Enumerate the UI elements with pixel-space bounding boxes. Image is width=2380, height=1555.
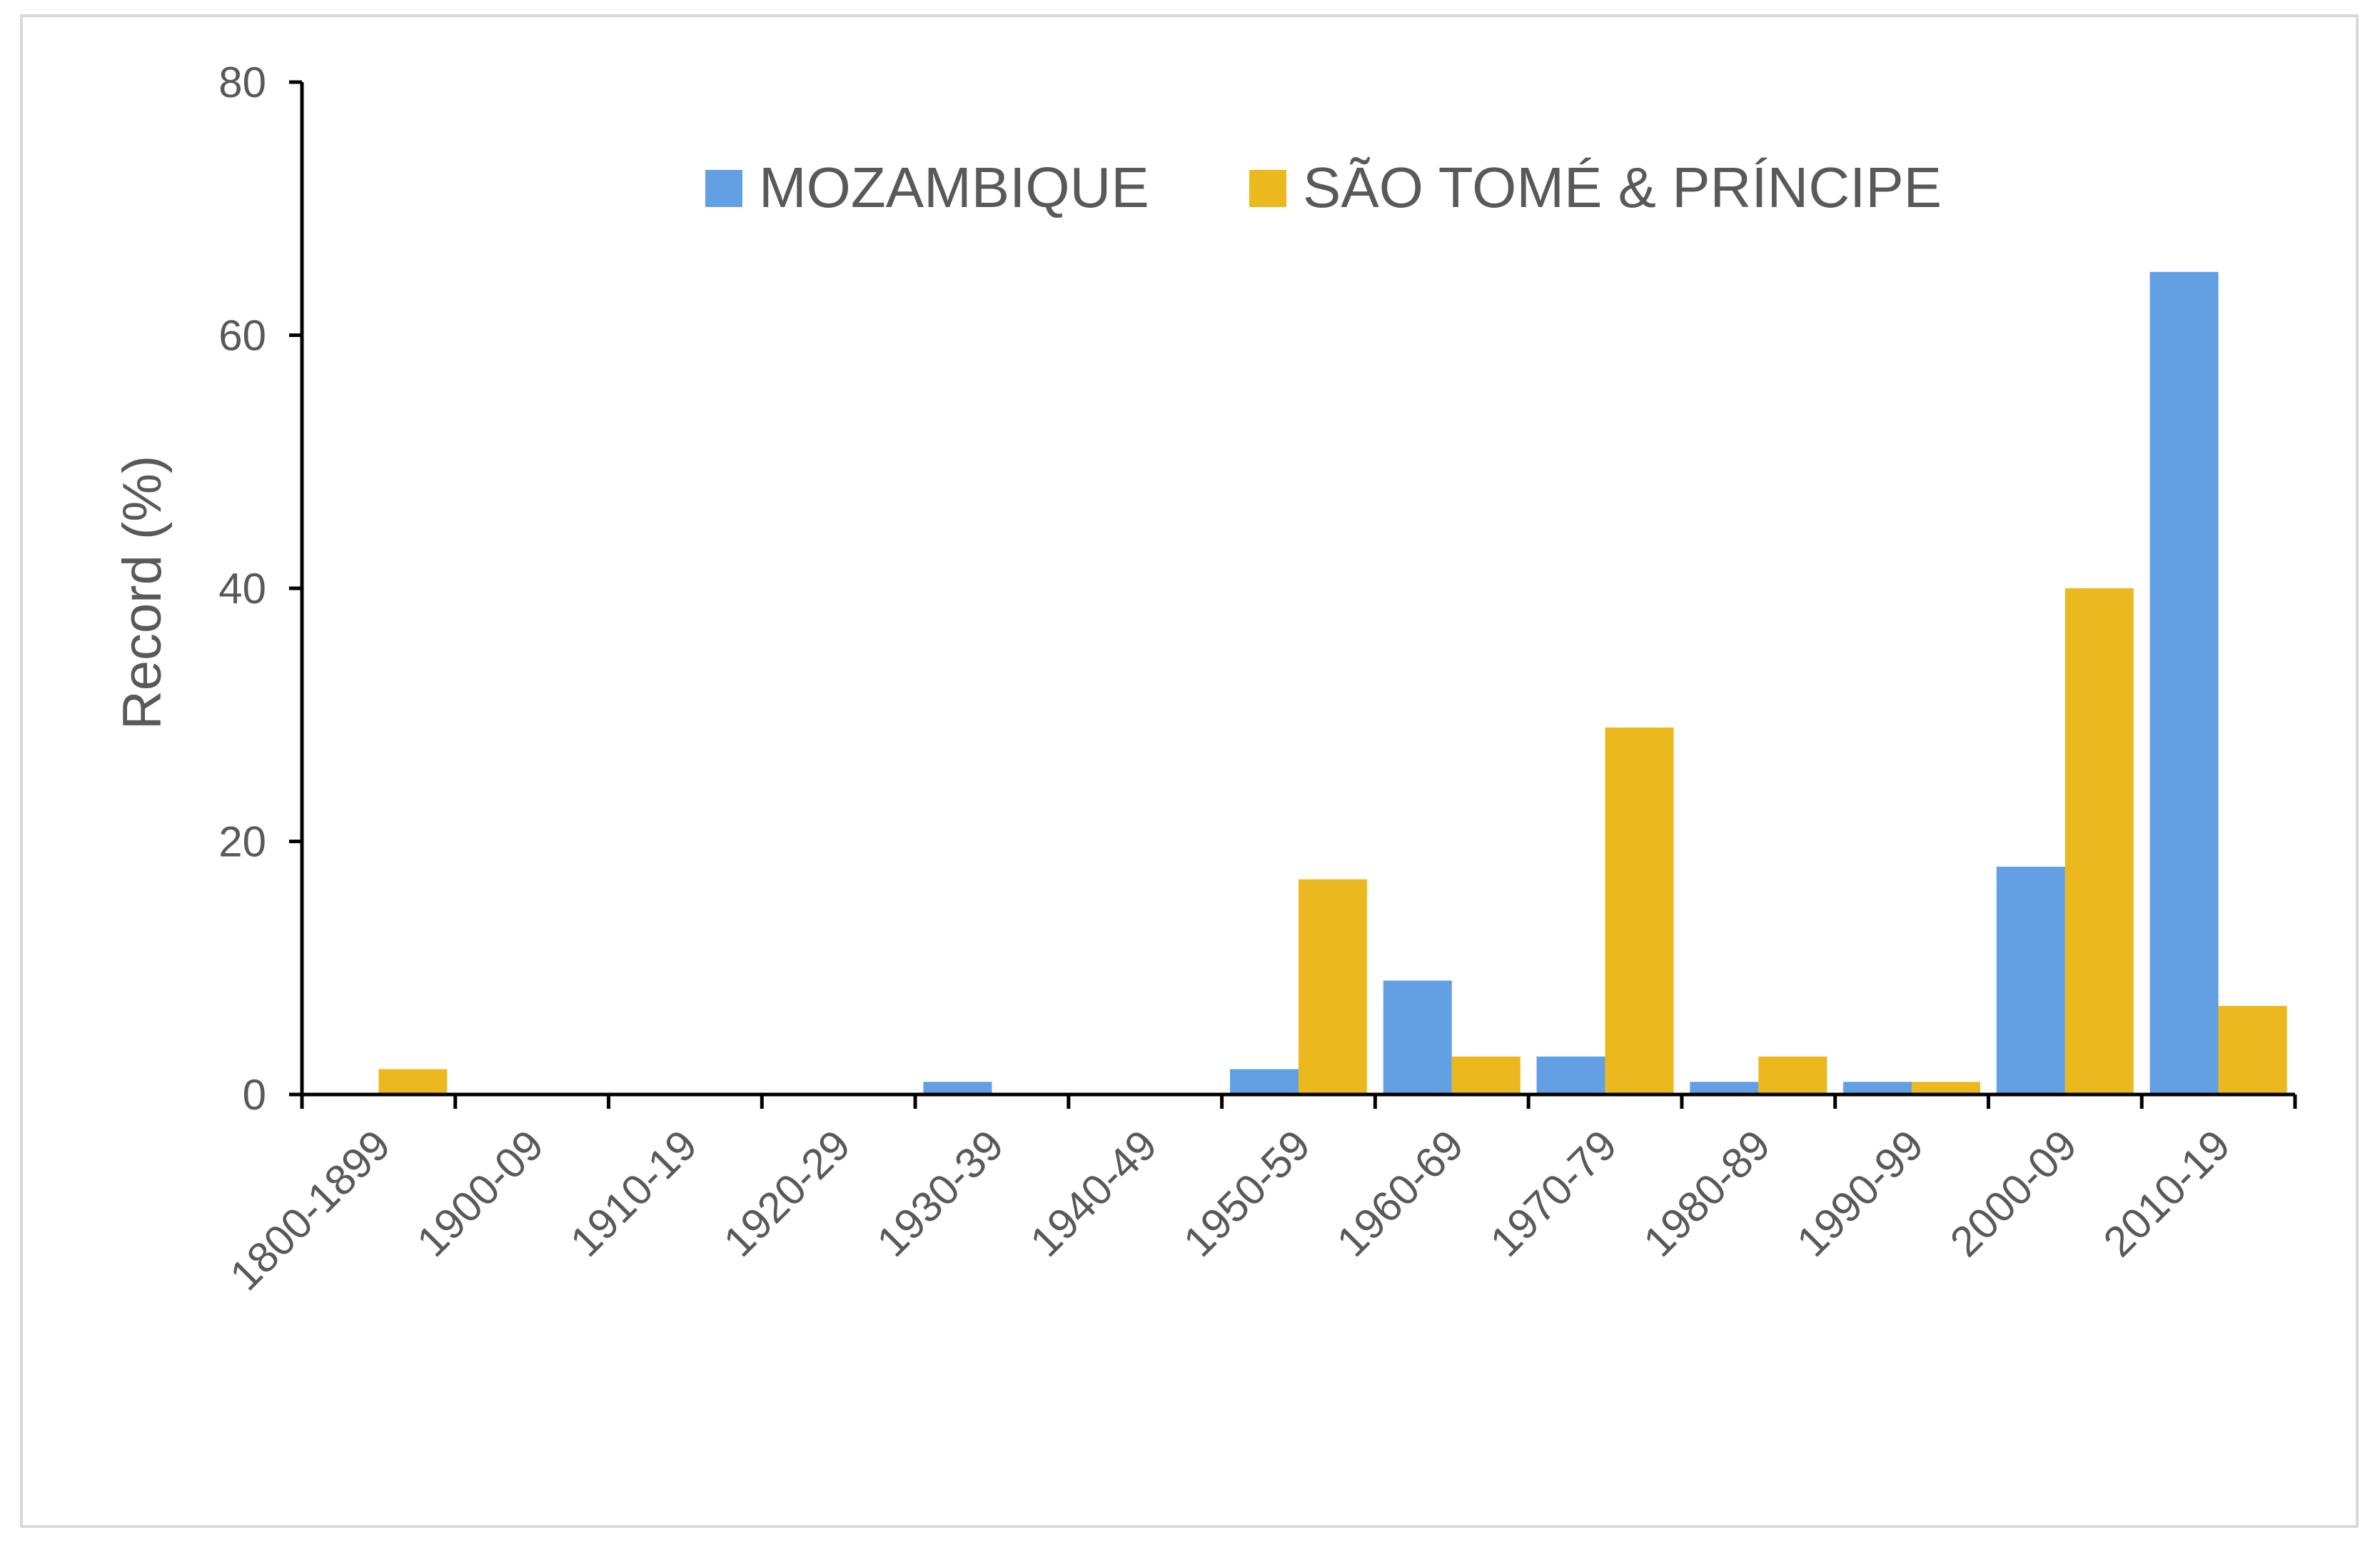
bar-sao-tome-2010-19 [2218,1005,2287,1094]
bar-sao-tome-1990-99 [1912,1082,1981,1094]
x-tick-label: 1960-69 [1328,1121,1473,1266]
axes-group [289,80,2297,1109]
bar-mozambique-1980-89 [1690,1082,1759,1094]
x-tick-label: 1950-59 [1174,1121,1319,1266]
bar-sao-tome-1950-59 [1299,879,1367,1094]
y-tick-label: 20 [218,818,266,866]
legend-swatch [1249,170,1286,207]
legend-label: MOZAMBIQUE [759,156,1149,219]
y-tick-label: 40 [218,565,266,613]
bar-sao-tome-1960-69 [1451,1056,1521,1094]
y-tick-label: 80 [218,59,266,106]
y-tick-label: 60 [218,312,266,360]
x-tick-label: 1940-49 [1021,1121,1166,1266]
legend-label: SÃO TOMÉ & PRÍNCIPE [1303,156,1942,219]
legend: MOZAMBIQUE SÃO TOMÉ & PRÍNCIPE [705,156,1942,219]
x-tick-label: 1980-89 [1634,1121,1779,1266]
bar-mozambique-1990-99 [1843,1082,1912,1094]
y-tick-labels: 0 20 40 60 80 [218,59,266,1119]
x-tick-label: 1910-19 [561,1121,706,1266]
y-tick-label: 0 [243,1071,266,1119]
x-tick-label: 2000-09 [1941,1121,2086,1266]
x-tick-label: 1930-39 [868,1121,1013,1266]
x-tick-label: 2010-19 [2094,1121,2239,1266]
legend-swatch [705,170,742,207]
x-tick-label: 1800-1899 [221,1121,399,1299]
x-tick-label: 1970-79 [1481,1121,1626,1266]
bar-mozambique-2010-19 [2149,271,2219,1094]
bar-mozambique-1930-39 [923,1082,992,1094]
x-tick-labels: 1800-1899 1900-09 1910-19 1920-29 1930-39 194… [221,1121,2239,1299]
bar-sao-tome-1800-1899 [378,1069,448,1094]
x-tick-label: 1920-29 [715,1121,859,1266]
bar-mozambique-2000-09 [1996,866,2065,1094]
bar-mozambique-1970-79 [1536,1056,1605,1094]
y-axis-title: Record (%) [112,456,173,730]
bar-mozambique-1960-69 [1383,980,1452,1094]
bar-sao-tome-2000-09 [2064,588,2134,1094]
x-tick-label: 1990-99 [1787,1121,1932,1266]
x-tick-label: 1900-09 [408,1121,553,1266]
bar-mozambique-1950-59 [1230,1069,1299,1094]
bar-sao-tome-1970-79 [1605,727,1674,1094]
bar-sao-tome-1980-89 [1758,1056,1827,1094]
chart-frame [20,14,2359,1528]
bars-group [378,271,2287,1094]
